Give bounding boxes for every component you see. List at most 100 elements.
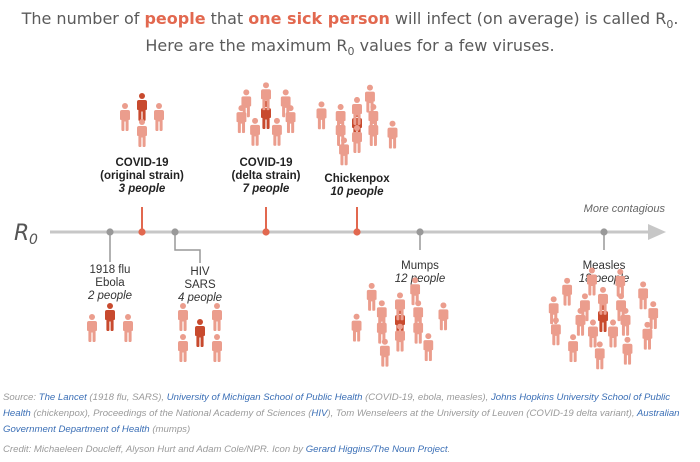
infected-person-icon — [351, 313, 362, 342]
tick-hiv-4 — [174, 232, 201, 263]
infected-person-icon — [598, 286, 608, 315]
infected-person-icon — [250, 117, 261, 146]
marker-chickenpox-10 — [353, 228, 361, 236]
virus-name-covid-19-7: COVID-19 (delta strain) — [231, 157, 300, 182]
source-note: Source: The Lancet (1918 flu, SARS), Uni… — [3, 390, 697, 438]
infected-person-icon — [562, 277, 573, 306]
source-link-hiv[interactable]: HIV — [311, 408, 328, 419]
headline-text: Here are the maximum R — [145, 36, 348, 56]
infected-person-icon — [212, 303, 222, 331]
sick-person-icon — [195, 319, 205, 347]
infected-person-icon — [339, 137, 350, 166]
infected-person-icon — [622, 336, 633, 365]
axis-note: More contagious — [584, 203, 666, 215]
axis-arrowhead — [648, 224, 666, 240]
virus-name-line: HIV — [190, 266, 210, 278]
infected-person-icon — [241, 89, 252, 118]
infected-person-icon — [608, 319, 619, 348]
people-group-covid-19-7 — [236, 82, 296, 146]
headline-highlight-people: people — [144, 9, 206, 28]
headline-text: values for a few viruses. — [354, 36, 555, 56]
infected-person-icon — [364, 84, 375, 113]
axis-label-subscript: 0 — [29, 232, 38, 248]
infected-person-icon — [137, 119, 147, 147]
virus-value-1918-flu-2: 2 people — [87, 290, 132, 302]
infected-person-icon — [568, 334, 579, 363]
virus-value-hiv-4: 4 people — [178, 292, 222, 304]
source-text: (chickenpox), Proceedings of the Nationa… — [30, 408, 312, 419]
infected-person-icon — [123, 314, 133, 342]
source-text: (mumps) — [149, 424, 191, 435]
source-link-umich[interactable]: University of Michigan School of Public … — [166, 392, 363, 403]
virus-name-line: (original strain) — [100, 170, 184, 182]
infected-person-icon — [387, 120, 398, 149]
credit-text: Credit: Michaeleen Doucleff, Alyson Hurt… — [3, 444, 306, 455]
virus-name-covid-19-3: COVID-19 (original strain) — [100, 157, 184, 182]
headline-text: that — [205, 9, 249, 28]
headline-text: The number of — [21, 9, 145, 28]
virus-name-line: (delta strain) — [231, 170, 300, 182]
infected-person-icon — [587, 319, 598, 348]
virus-name-line: 1918 flu — [90, 264, 131, 276]
marker-covid-19-3 — [138, 228, 146, 236]
marker-measles-18 — [600, 228, 608, 236]
virus-value-covid-19-3: 3 people — [119, 183, 166, 195]
virus-value-chickenpox-10: 10 people — [330, 186, 384, 198]
marker-covid-19-7 — [262, 228, 270, 236]
headline: The number of people that one sick perso… — [0, 8, 700, 62]
infected-person-icon — [212, 334, 222, 362]
headline-line-2: Here are the maximum R0 values for a few… — [0, 35, 700, 62]
headline-highlight-sick-person: one sick person — [248, 9, 390, 28]
headline-subscript: 0 — [347, 45, 355, 59]
source-link-jhu[interactable]: Johns Hopkins University School of Publi… — [3, 392, 671, 419]
marker-mumps-12 — [416, 228, 424, 236]
people-group-1918-flu-2 — [87, 303, 133, 342]
credit-note: Credit: Michaeleen Doucleff, Alyson Hurt… — [3, 444, 697, 455]
source-link-australia[interactable]: Australian Government Department of Heal… — [3, 408, 680, 435]
headline-text: . — [673, 9, 679, 28]
credit-text: . — [447, 444, 451, 455]
infected-person-icon — [379, 338, 390, 367]
virus-value-covid-19-7: 7 people — [243, 183, 290, 195]
infected-person-icon — [178, 303, 188, 331]
source-link-lancet[interactable]: The Lancet — [38, 392, 87, 403]
sick-person-icon — [105, 303, 115, 331]
infected-person-icon — [120, 103, 130, 131]
headline-line-1: The number of people that one sick perso… — [0, 8, 700, 35]
infected-person-icon — [154, 103, 164, 131]
credit-link-noun-project[interactable]: Gerard Higgins/The Noun Project — [305, 444, 448, 455]
axis-layer: R 0 More contagious — [14, 203, 666, 248]
virus-name-line: Ebola — [95, 277, 125, 289]
virus-name-hiv-4: HIV SARS — [184, 266, 216, 291]
infected-person-icon — [316, 101, 327, 130]
infected-person-icon — [87, 314, 97, 342]
people-group-covid-19-3 — [120, 93, 164, 147]
people-group-mumps-12 — [351, 277, 449, 367]
infected-person-icon — [438, 302, 449, 331]
virus-name-line: Mumps — [401, 260, 439, 272]
marker-hiv-4 — [171, 228, 179, 236]
virus-name-chickenpox-10: Chickenpox — [324, 173, 390, 185]
virus-value-mumps-12: 12 people — [395, 273, 446, 285]
infected-person-icon — [638, 281, 649, 310]
headline-text: will infect (on average) is called R — [389, 9, 667, 28]
r0-chart: R 0 More contagious COVID-19 (original stra… — [14, 82, 666, 370]
axis-label: R — [14, 221, 29, 246]
virus-name-mumps-12: Mumps — [401, 260, 439, 272]
virus-name-line: Chickenpox — [324, 173, 390, 185]
sick-person-icon — [137, 93, 147, 121]
people-layer — [87, 82, 659, 370]
source-prefix: Source: — [3, 392, 39, 403]
infected-person-icon — [271, 117, 282, 146]
virus-name-line: SARS — [184, 279, 216, 291]
virus-name-1918-flu-2: 1918 flu Ebola — [90, 264, 131, 289]
people-group-hiv-4 — [178, 303, 222, 362]
source-text: (COVID-19, ebola, measles), — [362, 392, 491, 403]
infected-person-icon — [178, 334, 188, 362]
virus-name-line: COVID-19 — [115, 157, 168, 169]
source-text: ), Tom Wenseleers at the University of L… — [327, 408, 637, 419]
marker-1918-flu-2 — [106, 228, 114, 236]
source-text: (1918 flu, SARS), — [86, 392, 167, 403]
infected-person-icon — [366, 282, 377, 311]
infected-person-icon — [423, 333, 434, 362]
